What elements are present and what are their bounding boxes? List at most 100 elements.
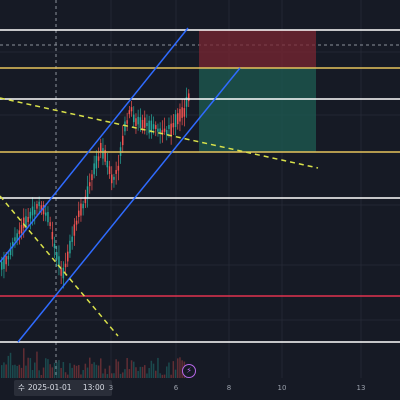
- candle-body: [20, 225, 23, 233]
- volume-bar: [177, 358, 179, 378]
- volume-bar: [80, 374, 82, 378]
- candle-body: [106, 160, 109, 168]
- x-tick-label: 10: [277, 384, 287, 392]
- candle-body: [146, 122, 148, 127]
- volume-bar: [174, 369, 177, 378]
- volume-bar: [124, 369, 126, 378]
- volume-bar: [14, 364, 16, 378]
- candle-body: [152, 124, 155, 129]
- candle-body: [45, 212, 47, 216]
- volume-bar: [27, 357, 29, 378]
- candle-body: [128, 110, 131, 115]
- candle-body: [34, 209, 36, 215]
- crosshair-date: 2025-01-01: [27, 383, 72, 392]
- candle-body: [177, 113, 179, 125]
- volume-bar: [42, 367, 45, 378]
- candle-body: [69, 240, 71, 254]
- candle-body: [133, 114, 135, 123]
- volume-bar: [150, 360, 153, 378]
- candle-body: [115, 170, 117, 174]
- candle-body: [155, 125, 157, 129]
- candle-body: [91, 174, 93, 181]
- candle-body: [139, 117, 142, 129]
- volume-bar: [67, 374, 69, 378]
- candle-body: [7, 255, 10, 260]
- candle-body: [144, 117, 146, 128]
- candle-body: [86, 186, 89, 199]
- candle-body: [56, 252, 58, 260]
- lightning-icon[interactable]: ⚡: [182, 364, 196, 378]
- candle-body: [161, 130, 164, 135]
- volume-bar: [119, 373, 122, 378]
- volume-bar: [130, 360, 133, 378]
- candle-body: [14, 237, 16, 242]
- candle-body: [27, 216, 29, 223]
- candle-body: [168, 125, 170, 129]
- candle-body: [58, 256, 60, 268]
- volume-bar: [144, 365, 146, 378]
- volume-bar: [5, 364, 7, 378]
- candle-body: [1, 261, 3, 270]
- candle-body: [73, 224, 76, 236]
- crosshair-time: 13:00: [82, 383, 105, 392]
- trendline-falling-dashed: [0, 97, 319, 169]
- volume-bar: [62, 362, 65, 378]
- candle-body: [36, 203, 38, 209]
- candle-body: [3, 257, 5, 269]
- candle-body: [18, 230, 21, 234]
- volume-bar: [56, 362, 58, 378]
- time-axis[interactable]: 수 2025-01-01 13:00 3 6 8 10 13: [0, 378, 400, 400]
- crosshair-time-label: 수 2025-01-01 13:00: [14, 380, 112, 396]
- candle-body: [89, 182, 91, 187]
- volume-bar: [159, 373, 161, 378]
- volume-bar: [168, 362, 170, 378]
- volume-bar: [115, 359, 117, 378]
- candle-body: [126, 120, 128, 124]
- candle-body: [108, 166, 111, 174]
- volume-bar: [137, 370, 139, 378]
- candle-body: [38, 201, 40, 207]
- volume-bar: [23, 348, 25, 378]
- volume-bar: [148, 368, 150, 378]
- volume-bar: [75, 365, 78, 378]
- volume-bar: [36, 351, 38, 378]
- candle-body: [23, 217, 25, 228]
- volume-bar: [146, 373, 148, 378]
- volume-bar: [104, 368, 106, 378]
- candle-body: [137, 116, 139, 125]
- candle-body: [117, 165, 120, 171]
- channel-lower-line: [17, 67, 241, 343]
- volume-bar: [71, 367, 73, 378]
- x-tick-label: 13: [356, 384, 366, 392]
- volume-bar: [102, 373, 104, 378]
- candle-body: [42, 205, 45, 215]
- volume-bar: [9, 352, 12, 378]
- candle-body: [122, 135, 124, 146]
- volume-bar: [12, 365, 14, 378]
- candle-body: [104, 149, 106, 162]
- candle-body: [16, 233, 18, 241]
- candle-body: [62, 267, 65, 279]
- volume-bar: [155, 370, 157, 378]
- candle-body: [78, 210, 80, 217]
- trendline-steep-dashed: [0, 195, 119, 337]
- candle-body: [111, 174, 113, 184]
- candle-body: [84, 196, 87, 204]
- volume-bar: [82, 369, 84, 378]
- candle-body: [82, 203, 84, 209]
- volume-bar: [64, 372, 67, 378]
- candle-body: [31, 206, 34, 216]
- volume-bar: [73, 364, 76, 378]
- candle-body: [170, 123, 172, 137]
- candle-body: [29, 211, 32, 219]
- volume-bar: [166, 366, 168, 378]
- candle-body: [179, 109, 181, 122]
- candle-body: [172, 123, 175, 128]
- volume-bar: [7, 355, 10, 378]
- volume-bar: [117, 361, 120, 378]
- candle-body: [124, 121, 126, 132]
- volume-bar: [133, 361, 135, 378]
- candle-body: [64, 263, 67, 268]
